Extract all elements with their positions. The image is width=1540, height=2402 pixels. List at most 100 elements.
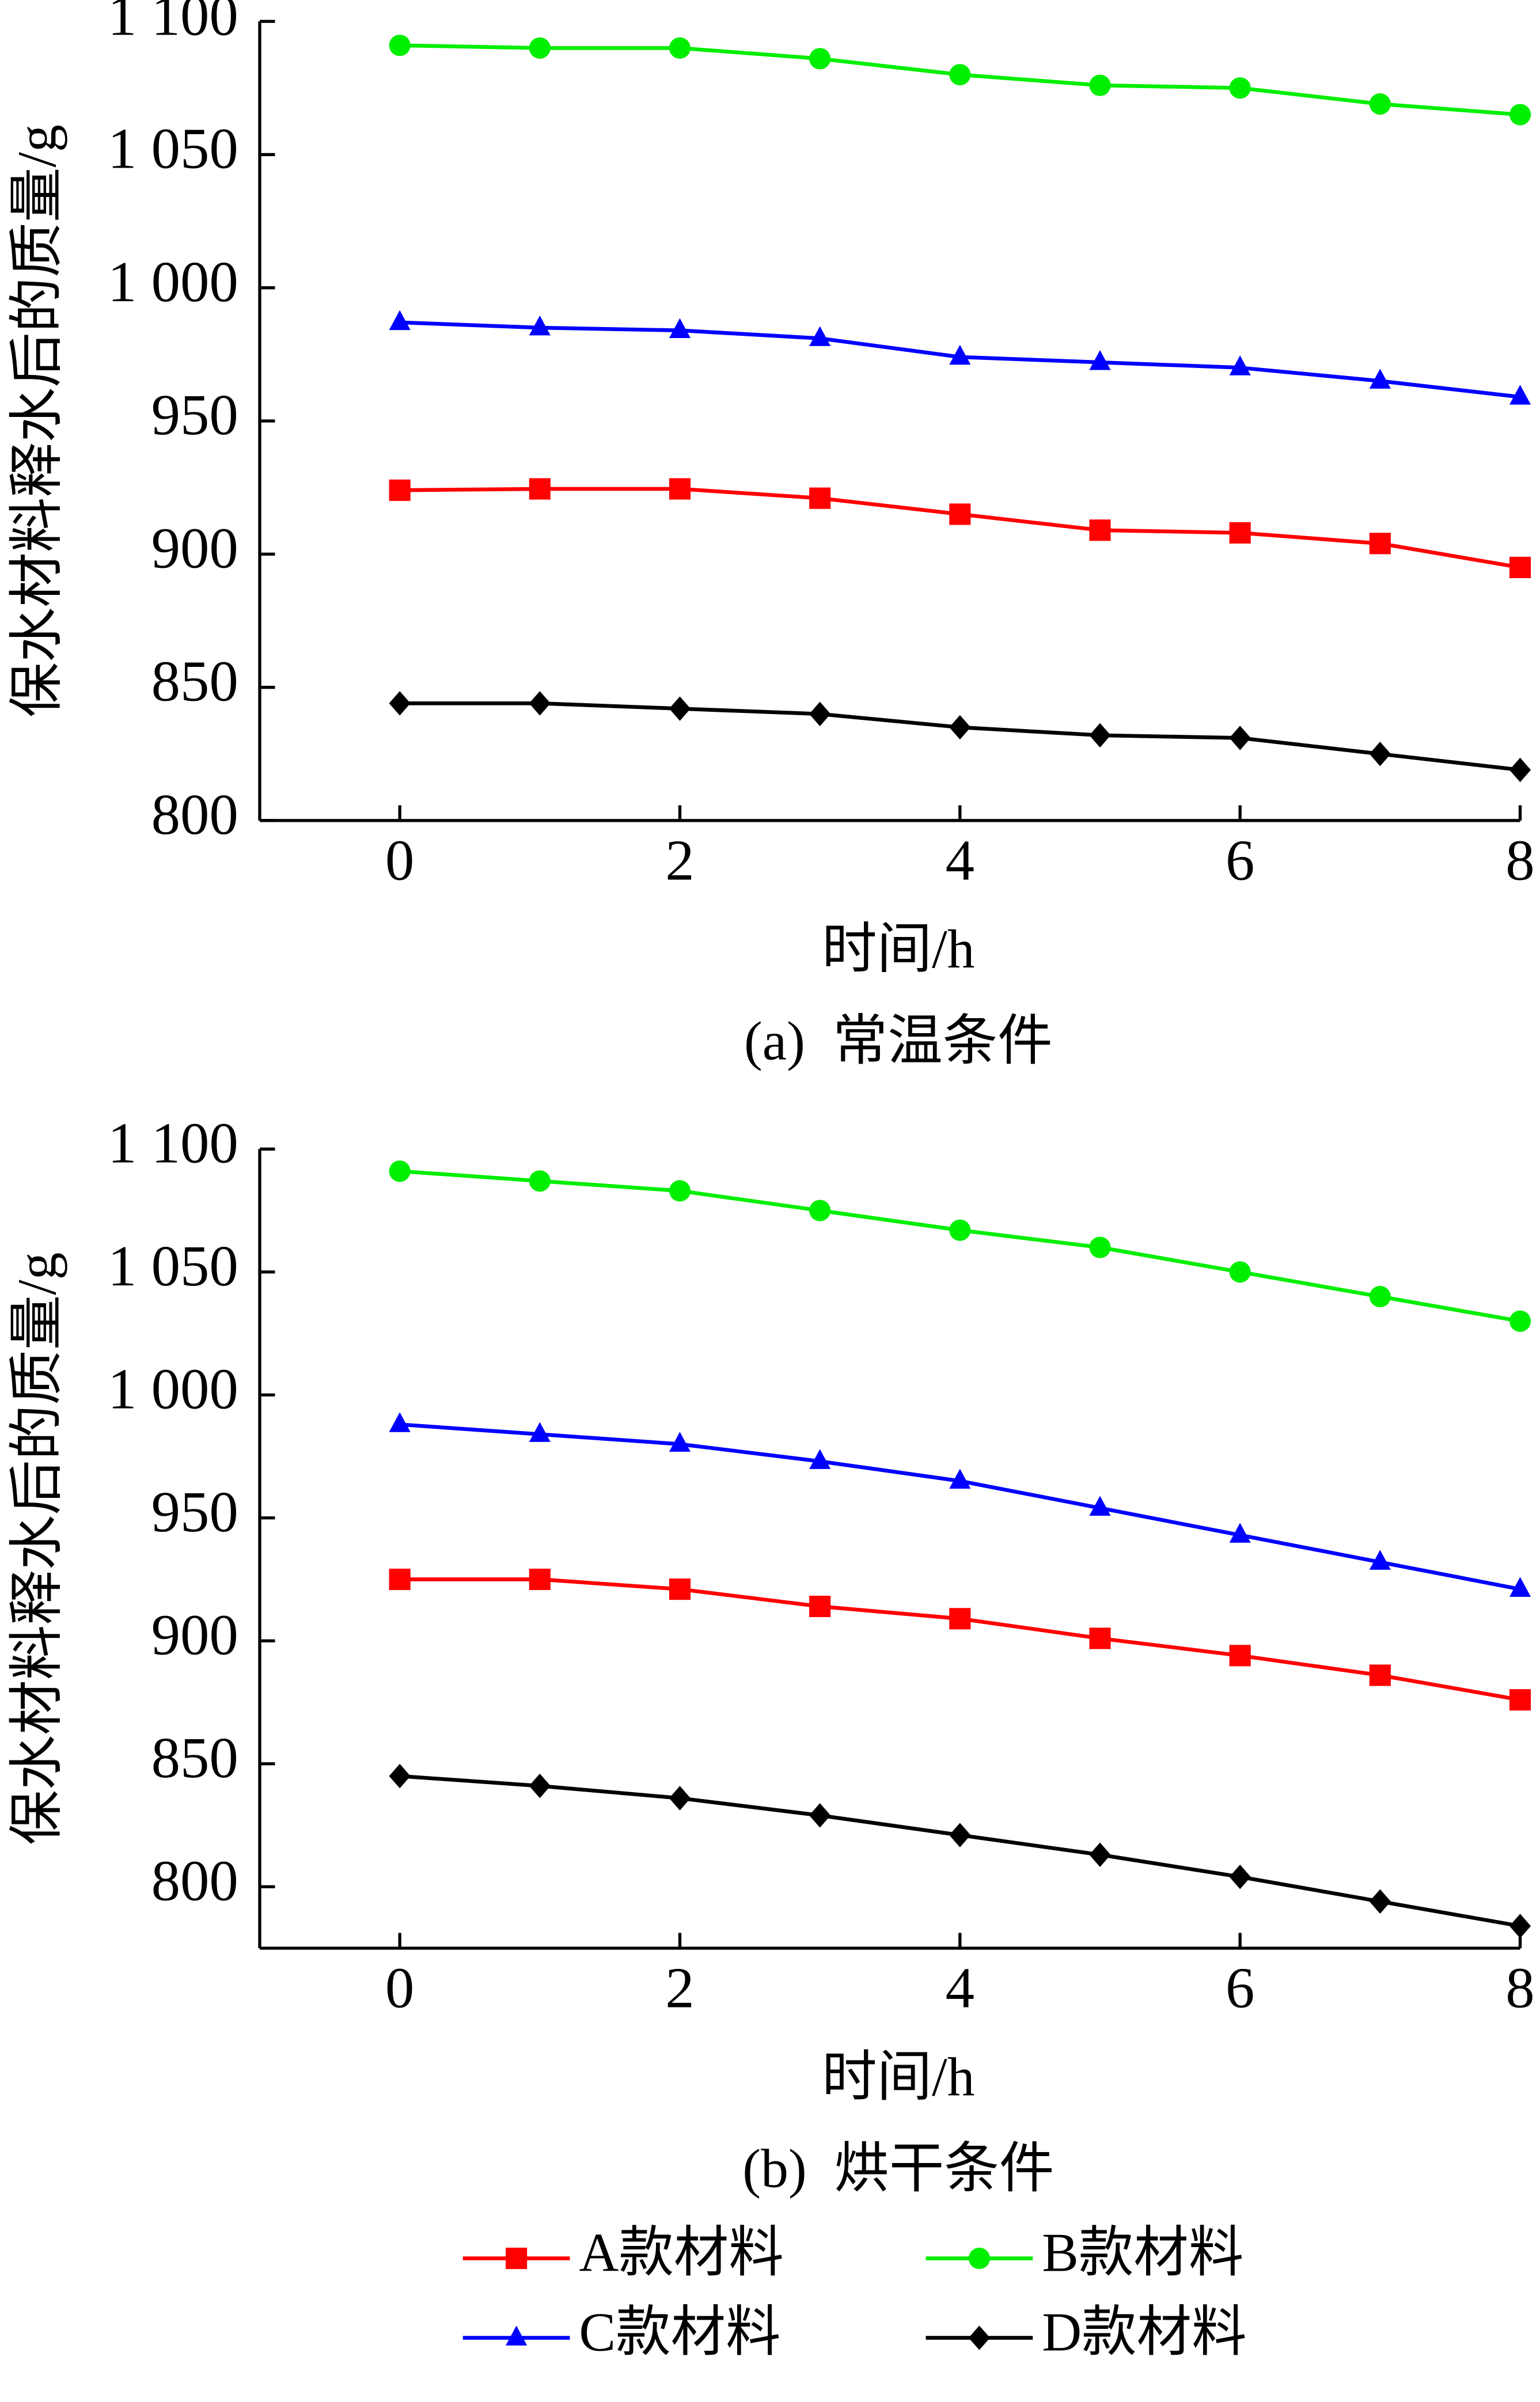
y-tick-label: 1 000: [108, 1356, 238, 1421]
marker: [1229, 77, 1251, 99]
marker: [1089, 74, 1111, 96]
legend-marker: [506, 2248, 528, 2270]
x-tick-label: 0: [385, 828, 414, 893]
x-tick-label: 4: [946, 1956, 974, 2020]
y-tick-label: 900: [151, 1602, 238, 1667]
marker: [1229, 1645, 1251, 1667]
y-tick-label: 950: [151, 1479, 238, 1544]
marker: [949, 715, 971, 740]
marker: [669, 478, 691, 500]
marker: [1369, 741, 1391, 766]
marker: [1089, 1496, 1111, 1516]
marker: [809, 1595, 831, 1618]
marker: [1229, 1523, 1251, 1543]
marker: [1369, 93, 1391, 115]
series-line: [399, 1422, 1521, 1591]
marker: [1089, 1842, 1111, 1867]
marker: [809, 48, 831, 70]
marker: [1229, 522, 1251, 544]
marker: [529, 37, 551, 59]
series-line: [400, 1577, 1521, 1702]
marker: [1089, 1627, 1111, 1649]
marker: [669, 318, 691, 338]
caption: (b) 烘干条件: [742, 2138, 1054, 2199]
marker: [1369, 1664, 1391, 1686]
marker: [389, 691, 411, 716]
marker: [669, 1432, 691, 1452]
y-tick-label: 1 100: [108, 1110, 238, 1175]
legend-marker: [506, 2325, 528, 2346]
marker: [1509, 1577, 1531, 1597]
y-tick-label: 850: [151, 649, 238, 714]
marker: [809, 701, 831, 727]
marker: [529, 1773, 551, 1798]
x-tick-label: 2: [665, 1956, 694, 2020]
marker: [529, 1170, 551, 1192]
marker: [389, 1412, 411, 1432]
marker: [1509, 1310, 1531, 1332]
marker: [389, 310, 411, 331]
marker: [389, 1160, 411, 1182]
marker: [529, 1422, 551, 1442]
marker: [809, 1200, 831, 1221]
y-tick-label: 850: [151, 1725, 238, 1790]
y-tick-label: 800: [151, 1848, 238, 1913]
marker: [1089, 1236, 1111, 1258]
y-tick-label: 1 000: [108, 249, 238, 314]
x-tick-label: 8: [1505, 1956, 1534, 2020]
y-axis-label: 保水材料释水后的质量/g: [6, 124, 67, 717]
series-line: [399, 1774, 1521, 1928]
x-tick-label: 6: [1226, 828, 1254, 893]
y-tick-label: 900: [151, 515, 238, 580]
marker: [529, 315, 551, 336]
marker: [949, 1219, 971, 1241]
marker: [809, 326, 831, 346]
legend-label: D款材料: [1042, 2301, 1246, 2362]
legend-marker: [968, 2248, 990, 2270]
marker: [1229, 1261, 1251, 1283]
y-axis-label: 保水材料释水后的质量/g: [6, 1252, 67, 1845]
legend-label: B款材料: [1042, 2222, 1243, 2283]
marker: [669, 37, 691, 59]
marker: [1509, 104, 1531, 126]
marker: [1509, 757, 1531, 783]
marker: [949, 1468, 971, 1489]
marker: [949, 64, 971, 86]
marker: [949, 344, 971, 365]
legend-label: C款材料: [579, 2301, 780, 2362]
marker: [1089, 519, 1111, 541]
marker: [669, 1786, 691, 1811]
marker: [389, 1763, 411, 1789]
x-tick-label: 6: [1226, 1956, 1254, 2020]
x-axis-label: 时间/h: [822, 2046, 974, 2107]
legend-label: A款材料: [579, 2222, 783, 2283]
marker: [1369, 1889, 1391, 1914]
caption: (a) 常温条件: [744, 1010, 1053, 1071]
series-line: [399, 1169, 1521, 1323]
marker: [1509, 1689, 1531, 1711]
y-tick-label: 800: [151, 782, 238, 847]
y-tick-label: 1 050: [108, 116, 238, 181]
x-tick-label: 4: [946, 828, 974, 893]
marker: [1229, 1864, 1251, 1889]
marker: [1369, 369, 1391, 389]
marker: [809, 1803, 831, 1828]
x-tick-label: 2: [665, 828, 694, 893]
marker: [389, 35, 411, 56]
marker: [1369, 1550, 1391, 1570]
marker: [529, 1568, 551, 1591]
marker: [949, 1608, 971, 1630]
marker: [1229, 726, 1251, 750]
x-tick-label: 8: [1505, 828, 1534, 893]
marker: [669, 1180, 691, 1202]
marker: [529, 691, 551, 716]
y-tick-label: 1 050: [108, 1234, 238, 1298]
marker: [1369, 1285, 1391, 1308]
series-line: [400, 487, 1521, 570]
marker: [389, 479, 411, 501]
x-tick-label: 0: [385, 1956, 414, 2020]
y-tick-label: 950: [151, 382, 238, 447]
marker: [1509, 556, 1531, 578]
marker: [949, 1823, 971, 1847]
